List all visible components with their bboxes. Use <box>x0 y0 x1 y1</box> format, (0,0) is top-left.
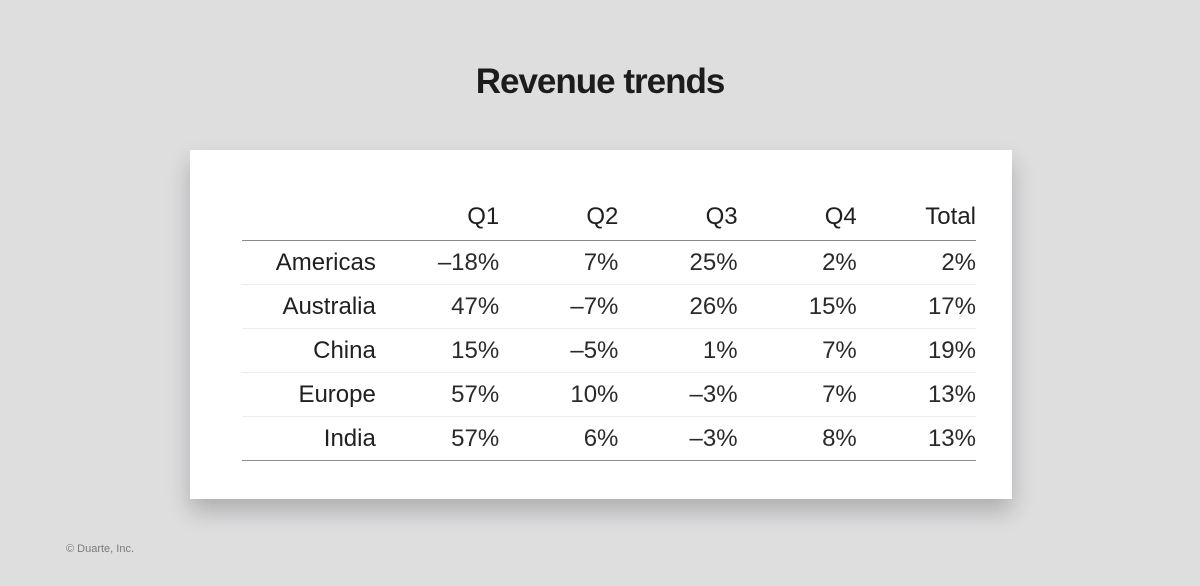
table-cell: 57% <box>375 416 500 461</box>
row-label: Americas <box>242 240 376 285</box>
table-cell: –5% <box>499 328 619 373</box>
column-header-q2: Q2 <box>499 194 619 241</box>
table-cell: 15% <box>375 328 500 373</box>
table-cell: 10% <box>499 372 619 417</box>
column-header-total: Total <box>856 194 976 241</box>
table-row: Australia 47% –7% 26% 15% 17% <box>242 284 976 329</box>
table-card: Q1 Q2 Q3 Q4 Total Americas –18% 7% 25% 2… <box>190 150 1012 499</box>
column-header-q1: Q1 <box>375 194 500 241</box>
table-row: India 57% 6% –3% 8% 13% <box>242 416 976 461</box>
copyright-note: © Duarte, Inc. <box>66 543 135 555</box>
table-cell: 15% <box>737 284 857 329</box>
revenue-table: Q1 Q2 Q3 Q4 Total Americas –18% 7% 25% 2… <box>242 194 976 461</box>
header-row: Q1 Q2 Q3 Q4 Total <box>242 194 976 241</box>
page-title: Revenue trends <box>475 62 726 101</box>
row-label: India <box>242 416 376 461</box>
table-cell: 6% <box>499 416 619 461</box>
table-row: Americas –18% 7% 25% 2% 2% <box>242 240 976 285</box>
table-cell: 47% <box>375 284 500 329</box>
table-row: Europe 57% 10% –3% 7% 13% <box>242 372 976 417</box>
row-label: Europe <box>242 372 376 417</box>
column-header-q3: Q3 <box>618 194 738 241</box>
table-cell: 7% <box>737 372 857 417</box>
row-label: China <box>242 328 376 373</box>
table-cell: 7% <box>499 240 619 285</box>
table-cell: 1% <box>618 328 738 373</box>
table-cell: 13% <box>856 372 976 417</box>
table-cell: 7% <box>737 328 857 373</box>
column-header-q4: Q4 <box>737 194 857 241</box>
table-cell: 26% <box>618 284 738 329</box>
table-cell: –18% <box>375 240 500 285</box>
row-label: Australia <box>242 284 376 329</box>
table-cell: 25% <box>618 240 738 285</box>
table-cell: 57% <box>375 372 500 417</box>
table-cell: 2% <box>737 240 857 285</box>
table-cell: 2% <box>856 240 976 285</box>
table-cell: 8% <box>737 416 857 461</box>
table-cell: 13% <box>856 416 976 461</box>
table-cell: 17% <box>856 284 976 329</box>
table-cell: –3% <box>618 416 738 461</box>
table-cell: 19% <box>856 328 976 373</box>
table-cell: –3% <box>618 372 738 417</box>
table-row: China 15% –5% 1% 7% 19% <box>242 328 976 373</box>
table-cell: –7% <box>499 284 619 329</box>
column-header-region <box>242 194 376 241</box>
